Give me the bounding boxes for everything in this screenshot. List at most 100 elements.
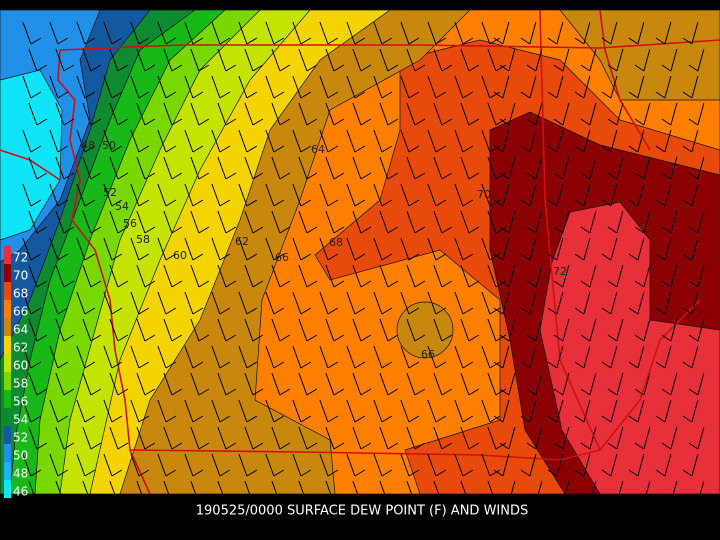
wind-barb	[535, 318, 543, 342]
wind-barb	[574, 415, 585, 423]
wind-barb	[661, 280, 672, 288]
wind-barb	[354, 91, 366, 99]
wind-barb	[327, 37, 339, 45]
state-borders	[0, 9, 720, 495]
wind-barb	[634, 334, 645, 342]
wind-barb	[319, 21, 329, 45]
wind-barb	[300, 469, 312, 477]
wind-barb	[610, 399, 618, 423]
wind-barb	[184, 453, 194, 477]
wind-barb	[165, 469, 177, 477]
wind-barb	[138, 37, 150, 45]
wind-barb	[333, 388, 345, 396]
wind-barb	[616, 318, 624, 342]
wind-barb	[306, 334, 318, 342]
wind-barb	[246, 91, 258, 99]
wind-barb	[529, 237, 537, 261]
wind-barb	[225, 280, 237, 288]
wind-barb	[111, 37, 123, 45]
wind-barb	[352, 156, 362, 180]
wind-barb	[379, 210, 389, 234]
wind-barb	[76, 21, 86, 45]
wind-barb	[144, 442, 156, 450]
wind-barb	[387, 226, 399, 234]
wind-barb	[354, 361, 366, 369]
wind-barb	[381, 307, 393, 315]
wind-barb	[292, 453, 302, 477]
wind-barb	[583, 345, 591, 369]
wind-barb	[589, 480, 597, 504]
wind-barb	[574, 91, 585, 99]
wind-barb	[454, 291, 464, 315]
border	[599, 9, 651, 151]
wind-barb	[433, 480, 443, 504]
contour-label: 58	[136, 233, 150, 246]
wind-barb	[82, 318, 92, 342]
wind-barb	[406, 156, 416, 180]
wind-barb	[454, 21, 464, 45]
wind-barb	[556, 345, 564, 369]
wind-barb	[244, 264, 254, 288]
wind-barb	[400, 399, 410, 423]
wind-barb	[373, 183, 383, 207]
wind-barb	[298, 102, 308, 126]
wind-barb	[580, 118, 591, 126]
wind-barb	[691, 129, 699, 153]
wind-barb	[682, 145, 693, 153]
wind-barb	[333, 334, 345, 342]
wind-barb	[325, 102, 335, 126]
legend-swatch	[4, 300, 11, 318]
wind-barb	[427, 21, 437, 45]
wind-barb	[55, 156, 65, 180]
wind-barb	[607, 280, 618, 288]
wind-barb	[697, 210, 705, 234]
wind-barb	[688, 64, 699, 72]
wind-barb	[556, 75, 564, 99]
wind-barb	[661, 64, 672, 72]
legend-label: 64	[13, 323, 28, 337]
wind-barb	[526, 334, 537, 342]
wind-barb	[379, 480, 389, 504]
wind-barb	[55, 264, 65, 288]
wind-barb	[55, 372, 65, 396]
wind-barb	[381, 361, 393, 369]
wind-barb	[265, 453, 275, 477]
wind-barb	[643, 264, 651, 288]
wind-barb	[435, 145, 447, 153]
wind-barb	[408, 91, 420, 99]
wind-barb	[138, 415, 150, 423]
wind-barb	[157, 291, 167, 315]
wind-barb	[273, 469, 285, 477]
wind-barb	[655, 253, 666, 261]
wind-barb	[481, 21, 491, 45]
wind-barb	[22, 183, 32, 207]
wind-barb	[352, 426, 362, 450]
wind-barb	[63, 442, 75, 450]
wind-barb	[109, 210, 119, 234]
wind-barb	[90, 442, 102, 450]
wind-barb	[562, 264, 570, 288]
wind-barb	[427, 399, 437, 423]
wind-barb	[502, 21, 510, 45]
wind-barb	[184, 399, 194, 423]
wind-barb	[580, 226, 591, 234]
wind-barb	[171, 226, 183, 234]
wind-barb	[406, 426, 416, 450]
wind-barb	[520, 37, 531, 45]
wind-barb	[580, 496, 591, 504]
wind-barb	[360, 172, 372, 180]
wind-barb	[655, 91, 666, 99]
contour-label: 66	[275, 251, 289, 264]
wind-barb	[637, 453, 645, 477]
wind-barb	[22, 291, 32, 315]
wind-barb	[406, 264, 416, 288]
wind-barb	[252, 280, 264, 288]
wind-barb	[238, 399, 248, 423]
wind-barb	[352, 372, 362, 396]
wind-barb	[157, 399, 167, 423]
wind-barb	[319, 129, 329, 153]
wind-barb	[435, 253, 447, 261]
wind-barb	[495, 334, 507, 342]
wind-barb	[616, 426, 624, 450]
wind-barb	[225, 118, 237, 126]
